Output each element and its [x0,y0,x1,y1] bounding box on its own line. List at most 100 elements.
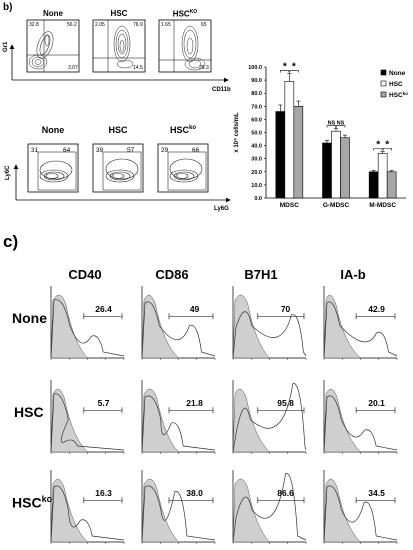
histogram-plot: 42.9 [323,286,398,360]
histogram-plot: 26.4 [50,286,125,360]
y-tick-label: 10.0 [251,183,262,189]
quad-value: 57 [127,147,135,154]
x-tick-label: MDSC [280,202,299,209]
legend-swatch [380,80,387,87]
y-tick-label: 70.0 [251,104,262,110]
bar [377,153,388,199]
histogram-plot: 86.6 [232,470,307,544]
quad-value: 64 [63,147,71,154]
panel-b-label: b) [3,2,13,13]
histogram-percent: 16.3 [95,488,112,498]
ly6-title-hscko: HSCko [169,125,197,135]
stained-histogram [323,301,398,359]
x-tick-label: G-MDSC [323,202,350,209]
ly6c-axis-label: Ly6C [5,165,11,180]
bar [322,142,332,199]
ly6-flow-plot-none [27,143,79,193]
legend-label: HSC [389,81,403,88]
legend-label: None [389,70,406,77]
x-tick-label: M-MDSC [369,202,396,209]
isotype-histogram [323,294,362,359]
flow-title-hscko: HSCKO [172,9,198,19]
legend-swatch [380,69,387,76]
stained-histogram [323,395,398,453]
quad-value: 1.65 [161,22,171,28]
stained-histogram [141,395,216,453]
histogram-percent: 34.5 [368,488,385,498]
histogram-plot: 38.0 [141,470,216,544]
quad-value: 14.5 [133,65,143,71]
histogram-plot: 34.5 [323,470,398,544]
stained-histogram [232,311,307,359]
quad-value: 39 [96,147,104,154]
sig-bracket [280,70,290,73]
legend-label: HSCko [389,91,408,99]
stained-histogram [323,485,398,543]
y-tick-label: 60.0 [251,117,262,123]
bar [368,171,379,199]
isotype-histogram [50,478,89,543]
y-tick-label: 30.0 [251,157,262,163]
histogram-percent: 20.1 [368,398,385,408]
stained-histogram [50,485,125,543]
ly6-title-hsc: HSC [108,125,128,135]
y-tick-label: 40.0 [251,144,262,150]
histogram-percent: 49 [190,304,200,314]
isotype-histogram [141,388,180,453]
row-header-hscko: HSCko [12,494,53,511]
sig-bracket [382,148,392,151]
bar [293,106,304,199]
stained-histogram [50,393,125,453]
row-header-hsc: HSC [14,404,44,420]
histogram-percent: 5.7 [98,398,110,408]
quad-value: 31 [31,147,39,154]
quad-value: 65 [201,22,207,28]
y-tick-label: 90.0 [251,78,262,84]
isotype-histogram [323,478,362,543]
gr1-flow-plot-hsc [92,19,146,73]
sig-mark: * [283,62,287,73]
isotype-histogram [50,294,89,359]
histogram-plot: 70 [232,286,307,360]
quad-value: 28.3 [199,65,209,71]
histogram-plot: 49 [141,286,216,360]
sig-mark: NS [328,121,336,127]
isotype-histogram [232,294,271,359]
sig-mark: * [376,139,380,150]
flow-title-hsc: HSC [110,9,128,18]
row-header-none: None [12,310,47,326]
bar [331,130,341,199]
bar [340,137,350,199]
ly6g-axis-label: Ly6G [214,206,229,212]
bar [284,81,295,199]
sig-bracket [373,148,383,151]
flow-title-none: None [43,9,63,18]
stained-histogram [141,485,216,543]
histogram-percent: 86.6 [277,488,294,498]
bar [275,111,286,199]
quad-value: 29 [161,147,169,154]
quad-value: 2.05 [95,22,105,28]
column-header-b7h1: B7H1 [244,267,278,282]
stained-histogram [50,299,125,359]
sig-bracket [326,125,336,128]
isotype-histogram [323,388,362,453]
ly6-flow-plot-hscko [157,143,209,193]
quad-value: 3.07 [68,65,78,71]
histogram-percent: 21.8 [186,398,203,408]
y-tick-label: 20.0 [251,170,262,176]
histogram-percent: 70 [281,304,291,314]
sig-mark: * [385,139,389,150]
histogram-plot: 20.1 [323,380,398,454]
isotype-histogram [141,478,180,543]
histogram-plot: 16.3 [50,470,125,544]
gr1-axis-label: Gr1 [3,41,9,52]
gr1-flow-plot-none [26,19,80,73]
quad-value: 32.8 [29,22,39,28]
ly6-flow-plot-hsc [92,143,144,193]
legend-swatch [380,91,387,98]
histogram-percent: 26.4 [95,304,112,314]
mdsc-bar-chart: 0.0 10.0 20.0 30.0 40.0 50.0 60.0 70.0 80.0 90.0 1… [234,62,408,209]
bar [386,171,397,199]
